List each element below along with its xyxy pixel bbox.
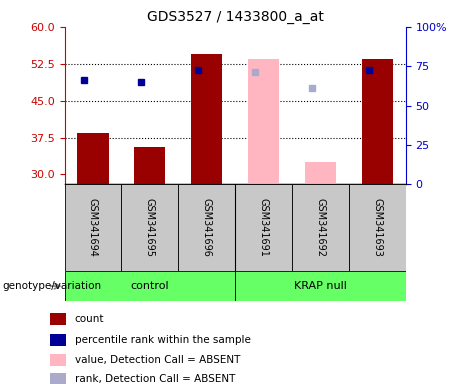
Text: value, Detection Call = ABSENT: value, Detection Call = ABSENT — [75, 355, 240, 365]
Text: GSM341691: GSM341691 — [259, 198, 269, 257]
Bar — [235, 271, 406, 301]
Bar — [65, 184, 121, 271]
Bar — [349, 184, 406, 271]
Bar — [50, 373, 66, 384]
Bar — [65, 271, 235, 301]
Text: GSM341692: GSM341692 — [315, 198, 325, 257]
Text: rank, Detection Call = ABSENT: rank, Detection Call = ABSENT — [75, 374, 235, 384]
Text: count: count — [75, 314, 104, 324]
Text: GSM341696: GSM341696 — [201, 198, 212, 257]
Text: GSM341695: GSM341695 — [145, 198, 155, 257]
Text: GSM341693: GSM341693 — [372, 198, 382, 257]
Bar — [248, 59, 279, 184]
Bar — [191, 54, 222, 184]
Title: GDS3527 / 1433800_a_at: GDS3527 / 1433800_a_at — [147, 10, 324, 25]
Bar — [50, 313, 66, 324]
Text: percentile rank within the sample: percentile rank within the sample — [75, 335, 251, 345]
Bar — [178, 184, 235, 271]
Bar — [292, 184, 349, 271]
Bar — [235, 184, 292, 271]
Bar — [305, 162, 336, 184]
Bar — [50, 334, 66, 346]
Text: GSM341694: GSM341694 — [88, 198, 98, 257]
Text: control: control — [130, 281, 169, 291]
Bar — [77, 132, 109, 184]
Text: KRAP null: KRAP null — [294, 281, 347, 291]
Bar — [121, 184, 178, 271]
Text: genotype/variation: genotype/variation — [2, 281, 101, 291]
Bar — [50, 354, 66, 366]
Bar — [134, 147, 165, 184]
Bar — [361, 59, 393, 184]
